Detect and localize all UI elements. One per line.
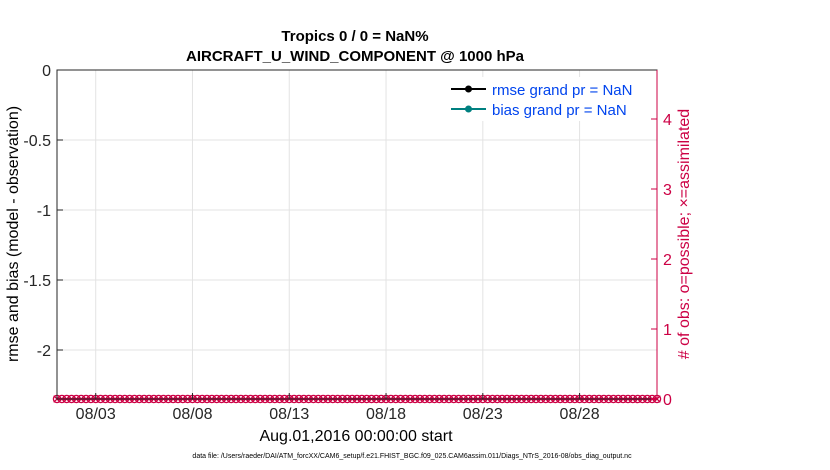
y-tick-label: -0.5 (23, 133, 51, 150)
chart-subtitle: AIRCRAFT_U_WIND_COMPONENT @ 1000 hPa (186, 48, 525, 65)
x-tick-label: 08/08 (172, 406, 212, 423)
y-axis-label: rmse and bias (model - observation) (5, 106, 22, 362)
legend-box (447, 77, 651, 121)
y-tick-label: -1 (37, 203, 51, 220)
x-axis-ticks: 08/03 08/08 08/13 08/18 08/23 08/28 (76, 393, 600, 423)
plot-area (57, 70, 657, 399)
legend-rmse-marker (465, 85, 472, 93)
y-tick-label: -2 (37, 343, 51, 360)
y-tick-label: 0 (42, 63, 51, 80)
y-axis-ticks: 0 -0.5 -1 -1.5 -2 (23, 63, 63, 360)
x-tick-label: 08/18 (366, 406, 406, 423)
legend-bias-marker (465, 105, 472, 113)
legend-rmse-label: rmse grand pr = NaN (492, 82, 632, 99)
y2-tick-label: 2 (663, 252, 672, 269)
y-tick-label: -1.5 (23, 273, 51, 290)
x-tick-label: 08/13 (269, 406, 309, 423)
y2-tick-label: 3 (663, 182, 672, 199)
y2-tick-label: 1 (663, 322, 672, 339)
x-tick-label: 08/28 (560, 406, 600, 423)
chart-title: Tropics 0 / 0 = NaN% (281, 28, 428, 45)
data-file-footnote: data file: /Users/raeder/DAI/ATM_forcXX/… (192, 453, 632, 460)
legend: rmse grand pr = NaN bias grand pr = NaN (447, 77, 651, 121)
y2-axis-label: # of obs: o=possible; ×=assimilated (676, 109, 693, 359)
y2-tick-label: 4 (663, 112, 672, 129)
x-tick-label: 08/23 (463, 406, 503, 423)
x-tick-label: 08/03 (76, 406, 116, 423)
legend-bias-label: bias grand pr = NaN (492, 102, 627, 119)
y2-axis-ticks: 0 1 2 3 4 (651, 70, 672, 409)
y2-tick-label: 0 (663, 392, 672, 409)
x-axis-label: Aug.01,2016 00:00:00 start (259, 428, 453, 445)
